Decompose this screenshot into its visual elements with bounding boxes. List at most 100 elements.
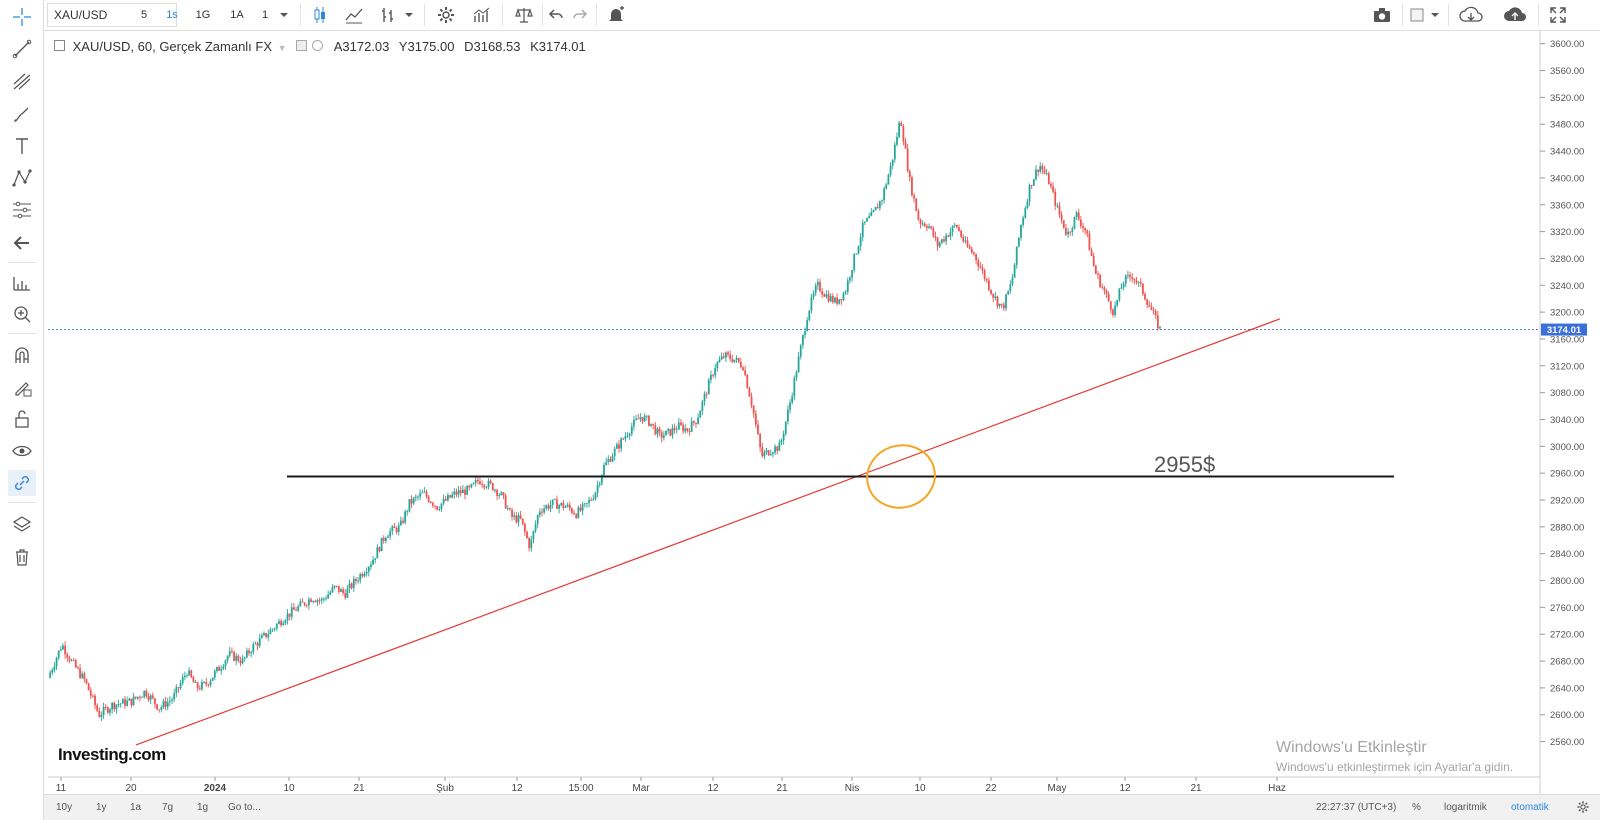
interval-dropdown-icon[interactable] (274, 3, 294, 27)
candle-body (111, 702, 114, 710)
legend-hide-icon[interactable] (311, 40, 323, 51)
link-icon[interactable] (8, 470, 36, 496)
interval-1g-button[interactable]: 1G (195, 9, 211, 21)
lock-drawings-icon[interactable] (8, 374, 36, 400)
candles-icon[interactable] (306, 3, 334, 27)
candle-body (675, 429, 678, 431)
candle-body (511, 509, 513, 517)
candle-body (1146, 299, 1149, 306)
log-scale-toggle[interactable]: logaritmik (1444, 802, 1487, 813)
candle-body (250, 652, 253, 654)
zoom-icon[interactable] (8, 301, 36, 327)
eye-icon[interactable] (8, 438, 36, 464)
candle-body (810, 297, 813, 311)
candle-body (665, 430, 667, 436)
candle-body (996, 296, 999, 307)
range-1y-button[interactable]: 1y (96, 802, 107, 813)
candle-body (363, 573, 366, 577)
candle-body (780, 440, 783, 443)
range-7g-button[interactable]: 7g (162, 802, 174, 813)
candle-body (878, 201, 881, 209)
chart-type-dropdown-icon[interactable] (399, 3, 419, 27)
pattern-icon[interactable] (8, 165, 36, 191)
candle-body (583, 503, 586, 505)
candle-body (194, 682, 197, 684)
auto-scale-toggle[interactable]: otomatik (1511, 802, 1549, 813)
price-axis-label: 3280.00 (1550, 254, 1584, 265)
brush-icon[interactable] (8, 101, 36, 127)
candle-body (1011, 277, 1014, 285)
candle-body (744, 370, 747, 375)
collapse-legend-icon[interactable] (54, 40, 65, 51)
candle-body (74, 660, 77, 668)
redo-icon[interactable] (568, 3, 592, 27)
interval-5-button[interactable]: 5 (140, 9, 148, 21)
candle-body (282, 623, 285, 626)
percent-toggle[interactable]: % (1412, 802, 1421, 813)
text-icon[interactable] (8, 133, 36, 159)
area-chart-icon[interactable] (340, 3, 368, 27)
candle-body (549, 504, 552, 509)
bars-type-icon[interactable] (374, 3, 402, 27)
candle-body (483, 484, 486, 488)
alert-bell-icon[interactable] (602, 3, 630, 27)
candle-body (1144, 293, 1146, 300)
candle-body (789, 402, 791, 410)
legend-dropdown-icon[interactable]: ▼ (277, 43, 287, 53)
symbol-search-input[interactable]: XAU/USD (47, 3, 177, 27)
trendline-icon[interactable] (8, 36, 36, 62)
crosshair-icon[interactable] (8, 4, 36, 30)
unlock-icon[interactable] (8, 406, 36, 432)
template-box-icon[interactable] (1406, 3, 1428, 27)
candle-body (393, 526, 396, 529)
candle-body (487, 480, 490, 488)
ruler-icon[interactable] (8, 270, 36, 296)
candle-body (267, 634, 270, 638)
cloud-upload-icon[interactable] (1498, 3, 1532, 27)
goto-date-button[interactable]: Go to... (228, 802, 261, 813)
range-1g-button[interactable]: 1g (197, 802, 209, 813)
undo-icon[interactable] (544, 3, 568, 27)
magnet-icon[interactable] (8, 342, 36, 368)
candle-body (1129, 274, 1131, 278)
axis-settings-gear-icon[interactable] (1576, 800, 1590, 814)
camera-icon[interactable] (1368, 3, 1396, 27)
candle-body (718, 359, 721, 363)
price-axis-label: 2880.00 (1550, 522, 1584, 533)
candle-body (600, 475, 603, 484)
candle-body (344, 592, 347, 598)
settings-gear-icon[interactable] (432, 3, 460, 27)
candle-body (605, 462, 608, 465)
fullscreen-icon[interactable] (1544, 3, 1572, 27)
pitchfork-icon[interactable] (8, 68, 36, 94)
indicators-icon[interactable] (468, 3, 496, 27)
layers-icon[interactable] (8, 512, 36, 538)
range-10y-button[interactable]: 10y (56, 802, 73, 813)
legend-title[interactable]: XAU/USD, 60, Gerçek Zamanlı FX (72, 39, 273, 54)
candle-body (1071, 228, 1074, 233)
candle-body (87, 683, 90, 691)
candle-body (320, 598, 323, 601)
candle-body (746, 374, 749, 389)
compare-scale-icon[interactable] (510, 3, 538, 27)
candle-body (932, 228, 935, 237)
candle-body (367, 567, 370, 572)
interval-custom-button[interactable]: 1 (261, 9, 269, 21)
measure-icon[interactable] (8, 197, 36, 223)
back-arrow-icon[interactable] (8, 230, 36, 256)
level-annotation[interactable]: 2955$ (1154, 452, 1216, 477)
candle-body (934, 236, 937, 238)
candle-body (1030, 185, 1033, 186)
candle-body (885, 184, 888, 189)
range-1a-button[interactable]: 1a (130, 802, 142, 813)
trash-icon[interactable] (8, 544, 36, 570)
candle-body (380, 537, 383, 552)
candle-body (695, 422, 697, 424)
candle-body (442, 498, 445, 504)
cloud-download-icon[interactable] (1454, 3, 1488, 27)
interval-1s-button[interactable]: 1s (166, 9, 178, 21)
template-dropdown-icon[interactable] (1427, 3, 1443, 27)
legend-settings-icon[interactable] (296, 40, 308, 51)
interval-1a-button[interactable]: 1A (230, 9, 244, 21)
